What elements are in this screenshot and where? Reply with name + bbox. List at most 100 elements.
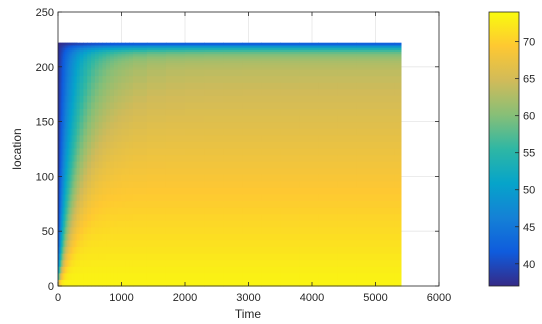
- heatmap-cell: [98, 60, 104, 64]
- heatmap-cell: [60, 226, 62, 234]
- heatmap-cell: [185, 220, 205, 228]
- heatmap-cell: [185, 193, 205, 202]
- heatmap-cell: [394, 272, 402, 281]
- heatmap-cell: [63, 121, 65, 129]
- heatmap-cell: [64, 259, 67, 267]
- heatmap-cell: [75, 226, 78, 234]
- heatmap-cell: [299, 161, 319, 169]
- heatmap-cell: [74, 121, 76, 129]
- heatmap-cell: [73, 180, 76, 188]
- heatmap-cell: [125, 266, 130, 274]
- heatmap-cell: [71, 147, 74, 156]
- heatmap-cell: [70, 68, 72, 77]
- heatmap-cell: [318, 115, 338, 123]
- heatmap-cell: [67, 121, 69, 129]
- heatmap-cell: [68, 180, 70, 188]
- heatmap-cell: [66, 154, 69, 162]
- heatmap-cell: [394, 266, 402, 274]
- heatmap-cell: [91, 95, 96, 103]
- heatmap-cell: [91, 220, 96, 228]
- heatmap-cell: [375, 53, 396, 57]
- heatmap-cell: [71, 193, 73, 202]
- heatmap-cell: [77, 115, 81, 123]
- heatmap-cell: [68, 220, 70, 228]
- heatmap-cell: [132, 161, 148, 169]
- heatmap-cell: [64, 128, 67, 136]
- heatmap-cell: [62, 266, 64, 274]
- heatmap-cell: [63, 246, 65, 254]
- heatmap-cell: [121, 272, 126, 281]
- heatmap-cell: [242, 60, 262, 64]
- heatmap-cell: [165, 88, 186, 96]
- heatmap-cell: [61, 115, 64, 123]
- heatmap-cell: [87, 108, 92, 116]
- heatmap-cell: [75, 259, 78, 267]
- heatmap-cell: [68, 51, 70, 55]
- heatmap-cell: [102, 239, 107, 248]
- heatmap-cell: [61, 200, 64, 208]
- heatmap-cell: [280, 187, 300, 195]
- heatmap-cell: [77, 44, 81, 48]
- heatmap-cell: [68, 108, 70, 116]
- heatmap-cell: [75, 58, 78, 61]
- heatmap-cell: [63, 207, 65, 215]
- heatmap-cell: [98, 213, 104, 221]
- heatmap-cell: [74, 207, 76, 215]
- heatmap-cell: [261, 115, 281, 123]
- heatmap-cell: [64, 200, 66, 208]
- heatmap-cell: [132, 64, 148, 68]
- heatmap-cell: [125, 154, 130, 162]
- heatmap-cell: [113, 180, 119, 188]
- heatmap-cell: [63, 174, 65, 182]
- heatmap-cell: [223, 193, 243, 202]
- heatmap-cell: [87, 58, 92, 61]
- heatmap-cell: [204, 266, 224, 274]
- heatmap-cell: [73, 44, 75, 48]
- heatmap-cell: [121, 253, 126, 261]
- heatmap-cell: [73, 49, 75, 53]
- heatmap-cell: [83, 42, 88, 46]
- heatmap-cell: [94, 279, 100, 287]
- heatmap-cell: [129, 213, 134, 221]
- heatmap-cell: [98, 64, 104, 68]
- heatmap-cell: [61, 49, 64, 53]
- heatmap-cell: [185, 121, 205, 129]
- heatmap-cell: [83, 167, 88, 175]
- heatmap-cell: [356, 60, 377, 64]
- heatmap-cell: [204, 44, 224, 48]
- heatmap-cell: [59, 53, 62, 57]
- heatmap-cell: [98, 47, 104, 50]
- heatmap-cell: [70, 47, 72, 50]
- heatmap-cell: [58, 180, 60, 188]
- heatmap-cell: [64, 108, 67, 116]
- heatmap-cell: [58, 62, 60, 66]
- heatmap-cell: [106, 187, 111, 195]
- heatmap-cell: [87, 239, 92, 248]
- heatmap-cell: [113, 66, 119, 70]
- heatmap-cell: [165, 239, 186, 248]
- heatmap-cell: [110, 66, 115, 70]
- heatmap-cell: [117, 60, 123, 64]
- heatmap-cell: [64, 266, 66, 274]
- heatmap-cell: [70, 266, 72, 274]
- heatmap-cell: [125, 147, 130, 156]
- heatmap-cell: [242, 58, 262, 61]
- heatmap-cell: [79, 60, 84, 64]
- heatmap-cell: [66, 47, 69, 50]
- heatmap-cell: [356, 259, 377, 267]
- heatmap-cell: [63, 95, 65, 103]
- heatmap-cell: [68, 200, 71, 208]
- heatmap-cell: [318, 154, 338, 162]
- heatmap-cell: [64, 167, 67, 175]
- heatmap-cell: [146, 279, 167, 287]
- heatmap-cell: [125, 167, 130, 175]
- heatmap-cell: [70, 279, 72, 287]
- heatmap-cell: [98, 253, 104, 261]
- heatmap-cell: [91, 266, 96, 274]
- heatmap-cell: [261, 49, 281, 53]
- heatmap-cell: [67, 200, 69, 208]
- heatmap-cell: [94, 174, 100, 182]
- heatmap-cell: [102, 272, 107, 281]
- heatmap-cell: [61, 47, 64, 50]
- heatmap-cell: [146, 42, 167, 46]
